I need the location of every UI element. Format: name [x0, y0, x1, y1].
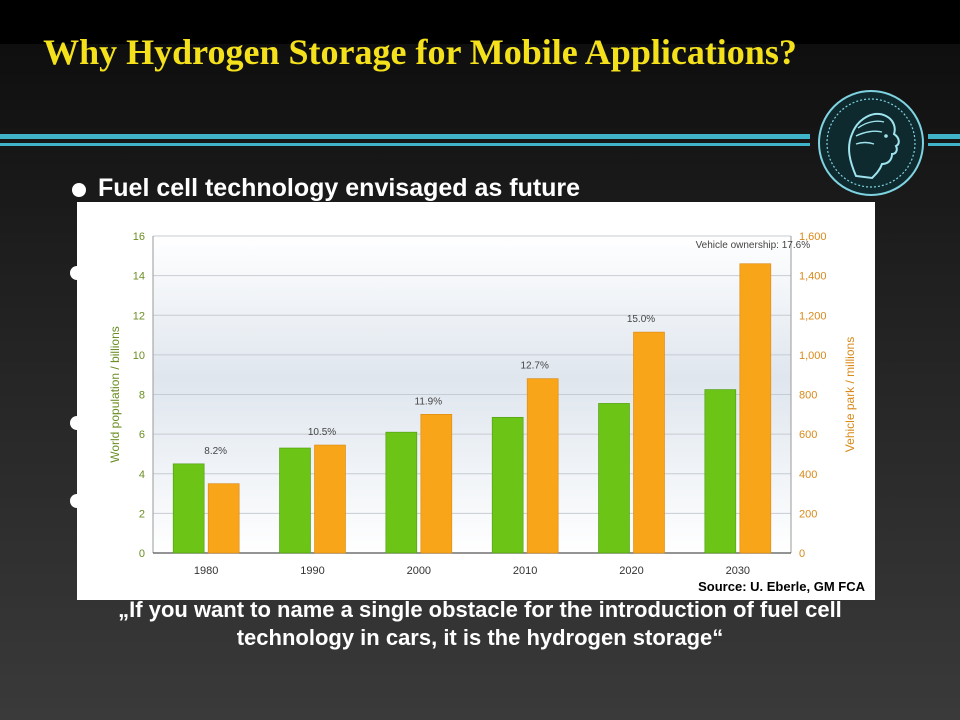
y-tick-left: 0	[139, 548, 145, 560]
y-tick-right: 600	[799, 429, 817, 441]
y-tick-right: 1,200	[799, 310, 827, 322]
y-tick-left: 2	[139, 508, 145, 520]
quote-text: „If you want to name a single obstacle f…	[118, 597, 842, 650]
y-tick-right: 1,400	[799, 271, 827, 283]
bar-chart: 0 0 2 200 4 400 6 600 8 800 10 1,000 12 1,200 14 1,400 1…	[108, 231, 857, 577]
bar-vehicle	[314, 444, 346, 554]
x-tick-label: 2020	[619, 565, 643, 577]
x-tick-label: 2010	[513, 565, 537, 577]
minerva-logo-icon	[818, 90, 924, 196]
bar-vehicle	[420, 414, 453, 554]
bar-population	[385, 431, 418, 554]
x-tick-label: 1990	[300, 565, 324, 577]
accent-rule-right-upper	[928, 134, 960, 139]
chart-panel: 0 0 2 200 4 400 6 600 8 800 10 1,000 12 1,200 14 1,400 1…	[77, 202, 875, 600]
y-axis-label-left: World population / billions	[108, 326, 122, 463]
y-tick-right: 1,600	[799, 231, 827, 243]
accent-rule-upper	[0, 134, 810, 139]
ownership-label: 8.2%	[204, 446, 227, 457]
y-tick-right: 400	[799, 469, 817, 481]
y-tick-left: 6	[139, 429, 145, 441]
y-tick-left: 16	[133, 231, 145, 243]
ownership-label: 10.5%	[308, 427, 336, 438]
accent-rule-right-lower	[928, 143, 960, 146]
ownership-label: 11.9%	[415, 396, 443, 407]
bullet-dot-1	[72, 183, 86, 197]
ownership-label: 15.0%	[627, 314, 655, 325]
bar-population	[491, 416, 524, 554]
top-bar	[0, 0, 960, 44]
bar-population	[704, 389, 737, 554]
x-tick-label: 1980	[194, 565, 218, 577]
ownership-label: 12.7%	[520, 361, 548, 372]
y-tick-left: 12	[133, 310, 145, 322]
y-axis-label-right: Vehicle park / millions	[843, 337, 857, 452]
y-tick-right: 0	[799, 548, 805, 560]
y-tick-left: 10	[133, 350, 145, 362]
x-tick-label: 2000	[407, 565, 431, 577]
bar-vehicle	[633, 331, 665, 554]
bullet-text-1: Fuel cell technology envisaged as future	[98, 174, 581, 202]
bar-population	[598, 403, 630, 554]
bar-vehicle	[526, 378, 559, 554]
y-tick-right: 200	[799, 508, 817, 520]
source-caption: Source: U. Eberle, GM FCA	[698, 579, 865, 594]
bar-population	[279, 447, 311, 554]
y-tick-left: 14	[133, 271, 145, 283]
y-tick-right: 1,000	[799, 350, 827, 362]
y-tick-left: 8	[139, 390, 145, 402]
y-tick-left: 4	[139, 469, 145, 481]
bar-vehicle	[207, 483, 240, 554]
ownership-label: Vehicle ownership: 17.6%	[696, 240, 811, 251]
y-tick-right: 800	[799, 390, 817, 402]
x-tick-label: 2030	[726, 565, 750, 577]
bar-vehicle	[739, 263, 772, 554]
slide-title: Why Hydrogen Storage for Mobile Applicat…	[43, 32, 797, 72]
bar-population	[172, 463, 205, 554]
accent-rule-lower	[0, 143, 810, 146]
